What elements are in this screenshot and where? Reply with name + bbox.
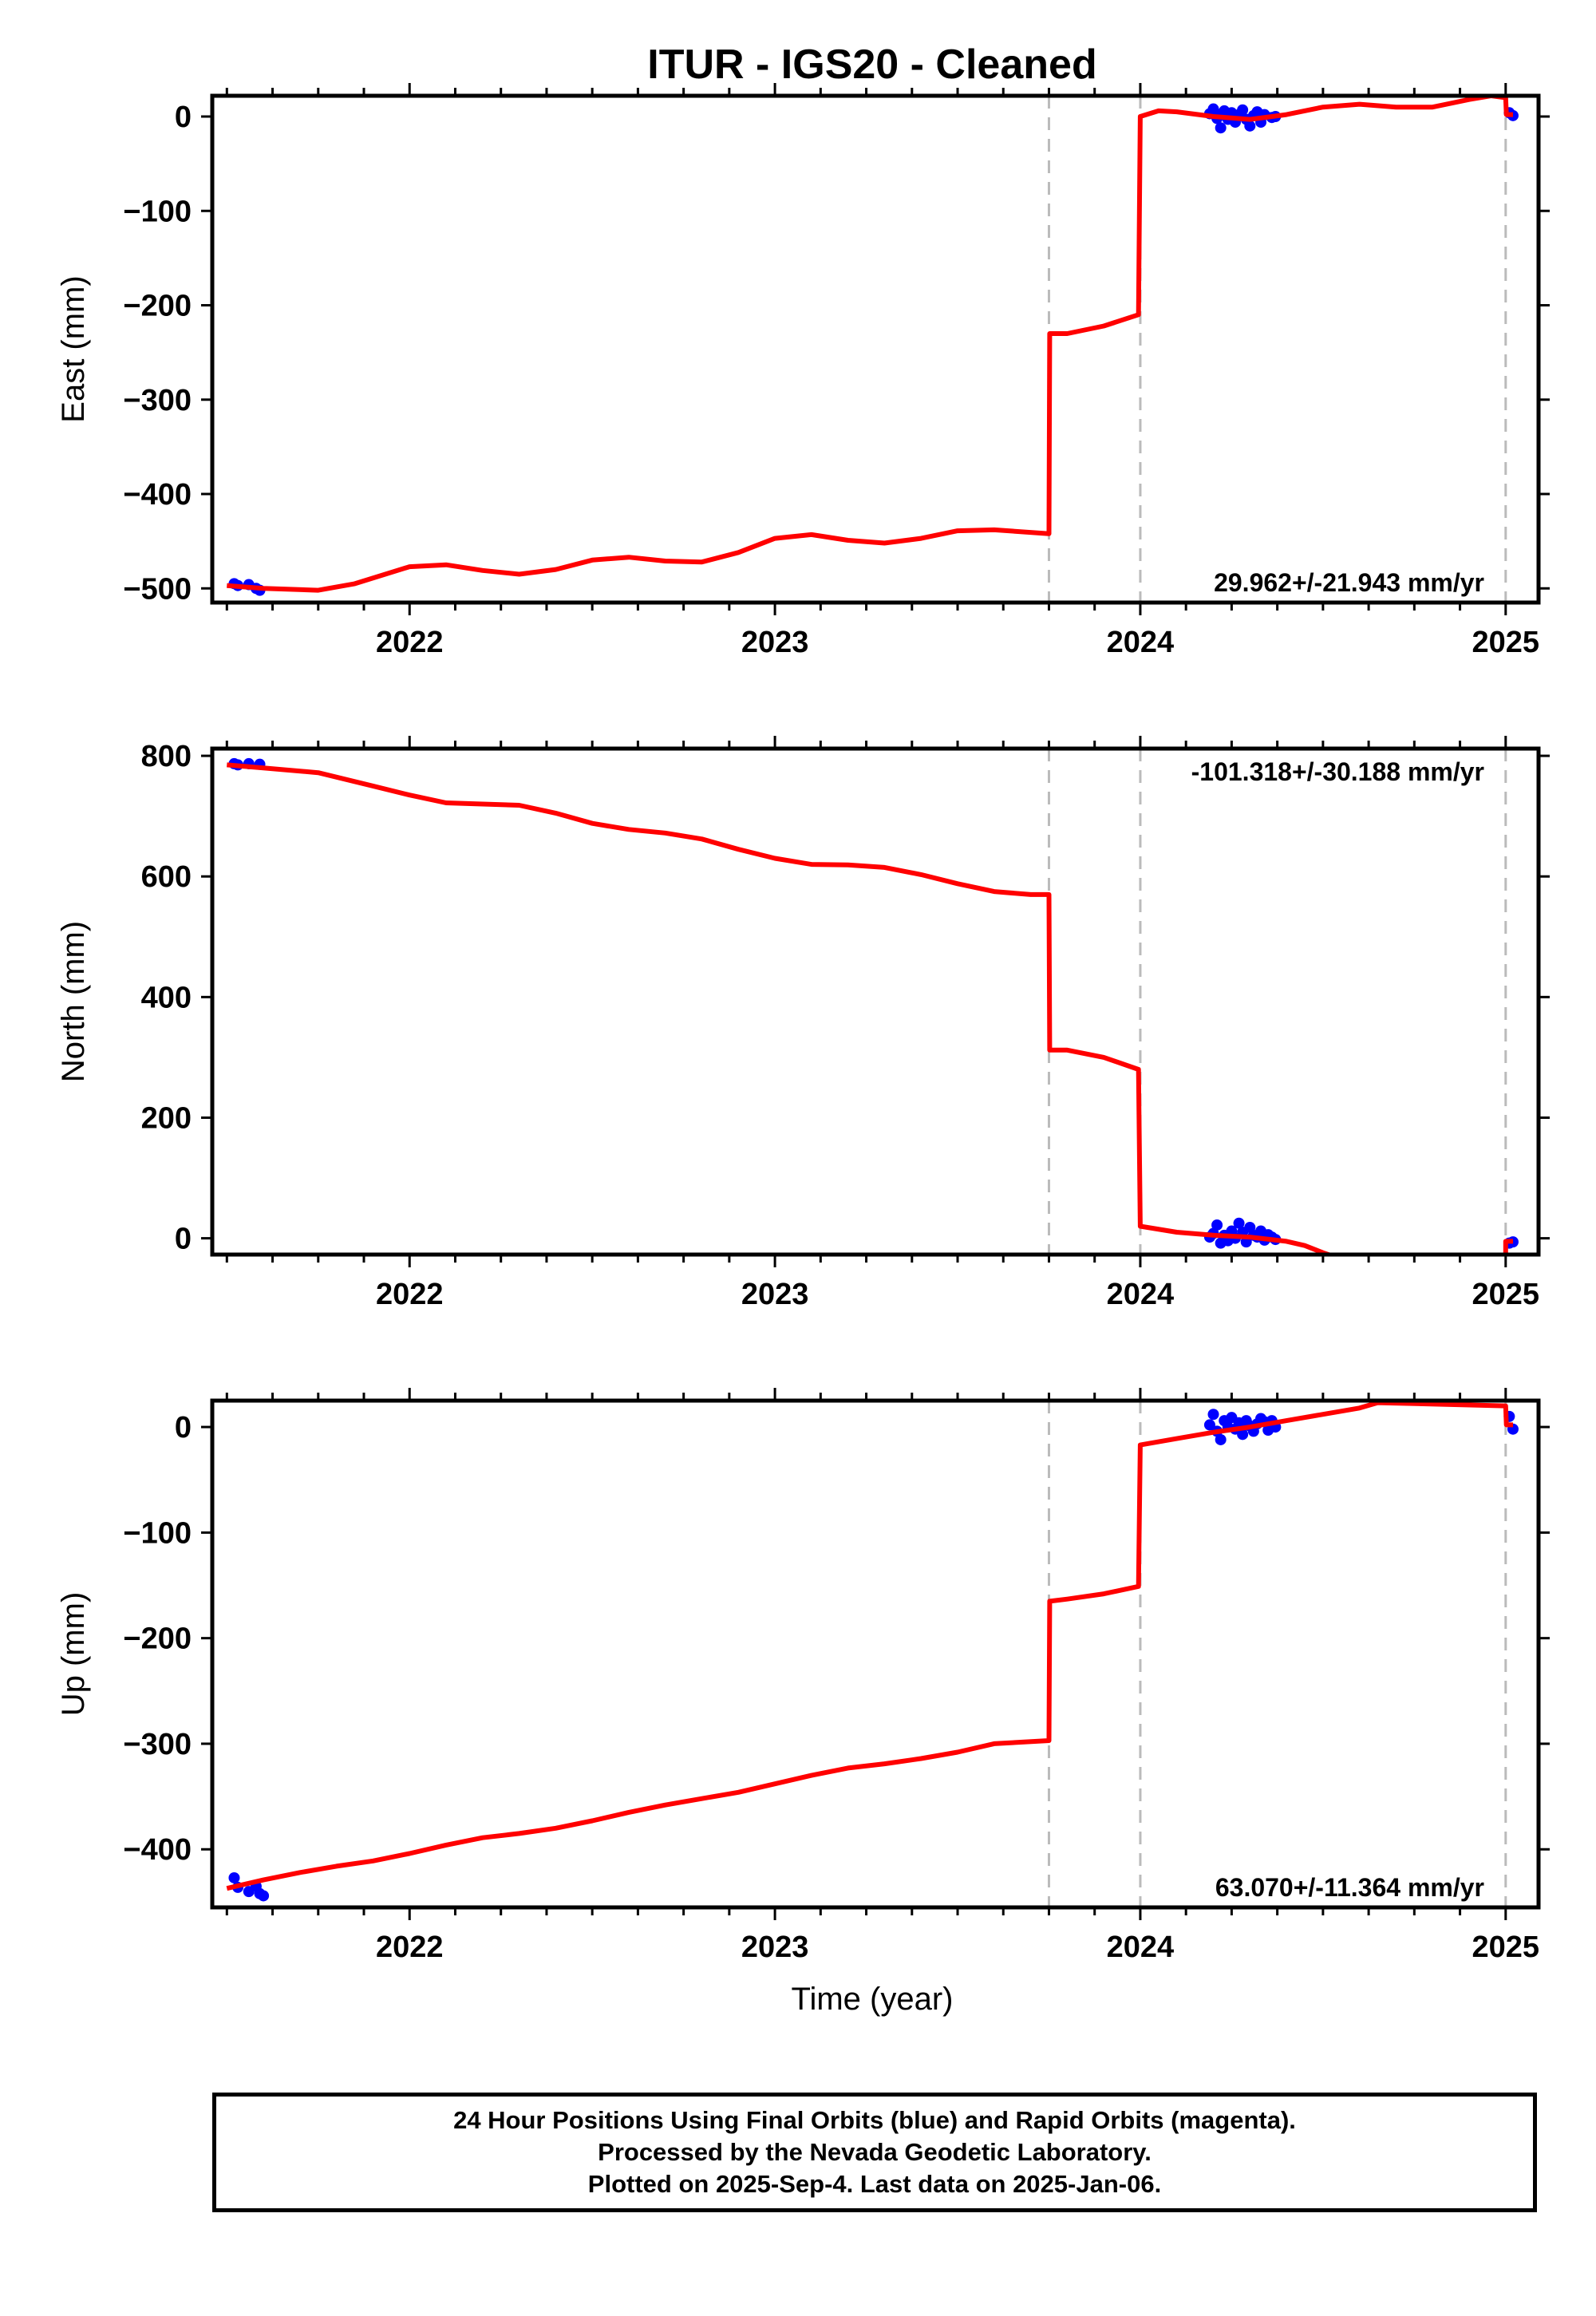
up-y-axis-label: Up (mm) bbox=[56, 1592, 91, 1717]
up-y-tick-label: −200 bbox=[123, 1622, 192, 1656]
east-y-tick-label: −500 bbox=[123, 572, 192, 606]
up-frame bbox=[210, 1398, 1541, 1910]
up-point-6 bbox=[1203, 1419, 1215, 1431]
east-point-8 bbox=[1215, 122, 1227, 134]
east-y-tick-label: −200 bbox=[123, 290, 192, 323]
north-point-12 bbox=[1233, 1217, 1245, 1229]
up-x-tick-label-2024: 2024 bbox=[1107, 1931, 1175, 1964]
north-y-tick-label: 400 bbox=[141, 981, 192, 1014]
east-rate-label: 29.962+/-21.943 mm/yr bbox=[1214, 568, 1484, 597]
footer-box: 24 Hour Positions Using Final Orbits (bl… bbox=[212, 2093, 1537, 2212]
east-y-tick-label: −400 bbox=[123, 478, 192, 512]
chart-title: ITUR - IGS20 - Cleaned bbox=[647, 41, 1096, 88]
up-x-tick-label-2025: 2025 bbox=[1472, 1931, 1540, 1964]
east-point-17 bbox=[1244, 120, 1256, 132]
east-frame bbox=[210, 93, 1541, 605]
east-model-line bbox=[227, 96, 1513, 593]
up-point-7 bbox=[1207, 1409, 1219, 1421]
up-y-tick-label: −400 bbox=[123, 1833, 192, 1867]
up-model-line bbox=[226, 1401, 1513, 1891]
east-x-tick-label-2024: 2024 bbox=[1107, 626, 1175, 659]
north-y-tick-label: 200 bbox=[141, 1101, 192, 1135]
east-data bbox=[227, 96, 1519, 596]
north-panel: 2022 2023 2024 2025 0 200 400 600 800 North (mm) -… bbox=[56, 736, 1550, 1311]
up-y-tick-label: 0 bbox=[175, 1411, 192, 1445]
footer-line-3: Plotted on 2025-Sep-4. Last data on 2025… bbox=[587, 2170, 1162, 2198]
north-model-line bbox=[227, 762, 1513, 1255]
north-rate-label: -101.318+/-30.188 mm/yr bbox=[1191, 757, 1484, 786]
east-y-tick-label: −100 bbox=[123, 195, 192, 228]
panels: 2022 2023 2024 2025 0 −100 −200 −300 −400 −500 Eas… bbox=[56, 83, 1550, 1964]
up-point-15 bbox=[1237, 1429, 1249, 1441]
north-y-tick-label: 0 bbox=[175, 1223, 192, 1256]
up-data bbox=[226, 1401, 1519, 1902]
east-panel: 2022 2023 2024 2025 0 −100 −200 −300 −400 −500 Eas… bbox=[56, 83, 1550, 659]
up-point-0 bbox=[228, 1871, 240, 1883]
north-data bbox=[227, 757, 1519, 1255]
up-x-tick-label-2023: 2023 bbox=[741, 1931, 809, 1964]
east-x-tick-label-2022: 2022 bbox=[376, 626, 444, 659]
up-point-9 bbox=[1215, 1433, 1227, 1445]
north-x-tick-label-2023: 2023 bbox=[741, 1278, 809, 1311]
up-rate-label: 63.070+/-11.364 mm/yr bbox=[1215, 1873, 1484, 1902]
north-x-tick-label-2025: 2025 bbox=[1472, 1278, 1540, 1311]
north-y-tick-label: 600 bbox=[141, 860, 192, 894]
footer-line-1: 24 Hour Positions Using Final Orbits (bl… bbox=[453, 2106, 1296, 2134]
north-x-tick-label-2022: 2022 bbox=[376, 1278, 444, 1311]
east-y-tick-label: −300 bbox=[123, 384, 192, 417]
up-y-tick-label: −300 bbox=[123, 1728, 192, 1761]
up-y-tick-label: −100 bbox=[123, 1516, 192, 1550]
east-y-tick-label: 0 bbox=[175, 101, 192, 134]
east-x-tick-label-2025: 2025 bbox=[1472, 626, 1540, 659]
up-panel: 2022 2023 2024 2025 0 −100 −200 −300 −400 Up (mm)… bbox=[56, 1388, 1550, 1964]
up-x-tick-label-2022: 2022 bbox=[376, 1931, 444, 1964]
east-y-axis-label: East (mm) bbox=[56, 275, 91, 422]
footer-line-2: Processed by the Nevada Geodetic Laborat… bbox=[598, 2138, 1152, 2166]
north-y-axis-label: North (mm) bbox=[56, 921, 91, 1082]
east-x-tick-label-2023: 2023 bbox=[741, 626, 809, 659]
north-frame bbox=[210, 746, 1541, 1257]
up-point-5 bbox=[258, 1890, 270, 1902]
east-point-15 bbox=[1237, 104, 1249, 116]
north-point-6 bbox=[1211, 1219, 1223, 1231]
north-x-tick-label-2024: 2024 bbox=[1107, 1278, 1175, 1311]
x-axis-label: Time (year) bbox=[792, 1982, 954, 2017]
north-y-tick-label: 800 bbox=[141, 740, 192, 773]
